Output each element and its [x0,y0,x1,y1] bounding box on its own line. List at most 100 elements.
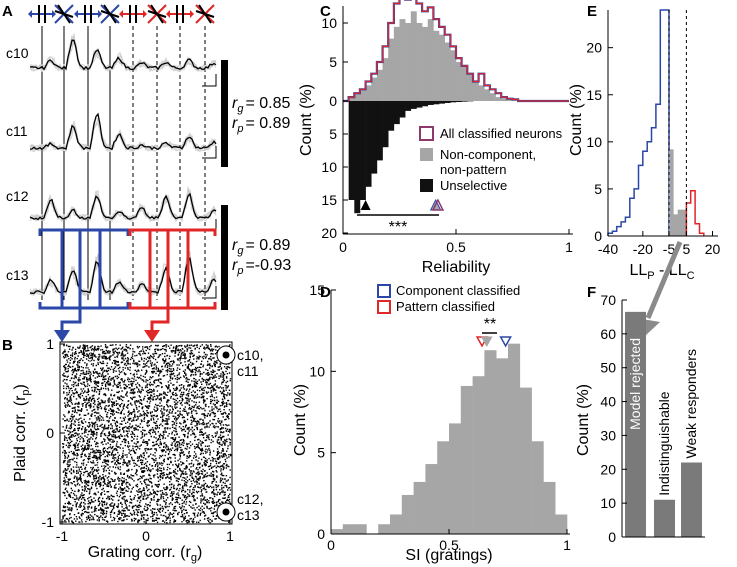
axis-ticks: -1 0 1 1 0 -1 [42,336,235,544]
y-tick-label: 70 [600,292,616,308]
bar-si [378,524,391,534]
ll-histogram [607,9,705,236]
y-tick-label: 30 [600,427,616,443]
y-axis-label: Count (%) [292,384,309,456]
legend-swatch-component [377,284,391,298]
y-tick-label: 20 [321,225,337,241]
bar-unselective [410,101,417,109]
bar-other [484,89,491,101]
plaid-arrow-stem [150,308,170,332]
arrow-head [143,10,147,18]
bar-other [501,98,508,101]
stimulus-icon [74,5,102,23]
axis-ticks: 0 5 10 15 20 -40 -20 -5 5 20 [586,40,720,257]
bar-unselective [376,101,383,161]
bar-unselective [439,101,445,104]
panel-label-b: B [2,337,13,354]
y-tick-label: 0 [594,228,602,244]
panel-e-loglikelihood: 0 5 10 15 20 -40 -20 -5 5 20 Count (%) LLP - LLC [568,9,721,336]
y-tick-label: 10 [586,134,602,150]
y-tick-label: 0 [608,529,616,545]
arrow-head [119,10,123,18]
bar-unselective [405,101,412,111]
panel-label-d: D [320,284,331,301]
bar-si [496,358,509,534]
group-bar-top [221,60,228,167]
bar-unselective [450,101,457,103]
panel-label-a: A [2,3,13,20]
annot-c10: c10, [237,347,263,363]
bar-other [467,73,474,101]
legend-other-2: non-pattern [440,162,507,177]
highlight-c12-c13-dot [222,508,230,516]
bar-other [416,23,423,101]
panel-label-f: F [587,284,596,301]
bar-unselective [382,101,389,148]
median-markers [360,198,445,211]
bar-other [506,99,513,101]
axis-ticks: 0 5 10 15 0 0.5 1 [309,282,571,553]
bar-si [543,481,556,534]
panel-label-c: C [320,3,331,20]
bar-weak [668,149,674,236]
threshold-lines [668,10,687,236]
bar-si [555,514,568,534]
significance-stars: ** [484,316,496,333]
plaid-arrow-head [144,330,160,342]
legend-pattern: Pattern classified [396,299,495,314]
grating-bracket-ticks [60,230,102,308]
bar-other [439,34,445,102]
bar-si [413,481,426,534]
bar-unselective [456,101,462,102]
annot-c13: c13 [237,507,260,523]
arrow-head [190,10,194,18]
panel-label-e: E [587,3,597,20]
y-tick-label: 15 [309,282,325,298]
y-tick-label: 60 [600,326,616,342]
marker-classified [431,198,445,211]
grating-arrow-head [54,330,70,342]
grating-bracket-top [38,228,130,236]
x-tick-label: -1 [56,528,69,544]
bar-unselective [393,101,400,125]
bar-other [365,85,372,101]
y-tick-label: 40 [600,394,616,410]
bar-weak [673,214,678,236]
y-tick-label: 5 [329,126,337,142]
axis-ticks: 151050510152000.51 [321,15,573,255]
legend-swatch-other [420,148,433,161]
x-tick-label: 0.5 [446,239,466,255]
stimulus-icon [147,4,167,24]
y-tick-label: 50 [600,360,616,376]
outline-pattern [685,190,705,236]
x-tick-label: 0 [327,537,335,553]
plaid-bracket-bottom [128,302,217,310]
x-axis-label: SI (gratings) [405,547,492,564]
bar-si [484,350,497,534]
x-tick-label: -5 [663,241,676,257]
scale-bar [202,286,217,299]
bar-other [405,23,412,101]
bar-unselective [388,101,395,131]
annot-c11: c11 [237,363,259,379]
bar-unselective [365,101,372,187]
bar-unselective [359,101,366,200]
bar-si [331,529,344,534]
marker-component [499,336,512,348]
stimulus-icon [100,4,120,24]
bar-si [519,387,532,534]
bar-other [433,30,440,101]
significance-stars: *** [389,219,408,236]
scale-bar [202,74,217,87]
bar-si [460,385,473,534]
x-tick-label: 0 [339,239,347,255]
grating-bar [195,10,215,18]
stat-rg-top: rg = 0.85 [232,95,290,115]
stat-rg-bottom: rg = 0.89 [232,237,290,257]
response-traces [29,33,217,297]
category-bar [654,499,675,537]
scale-bar [202,146,217,159]
bar-other [512,100,519,101]
cell-label-c13: c13 [6,267,29,283]
si-histogram [331,343,568,534]
